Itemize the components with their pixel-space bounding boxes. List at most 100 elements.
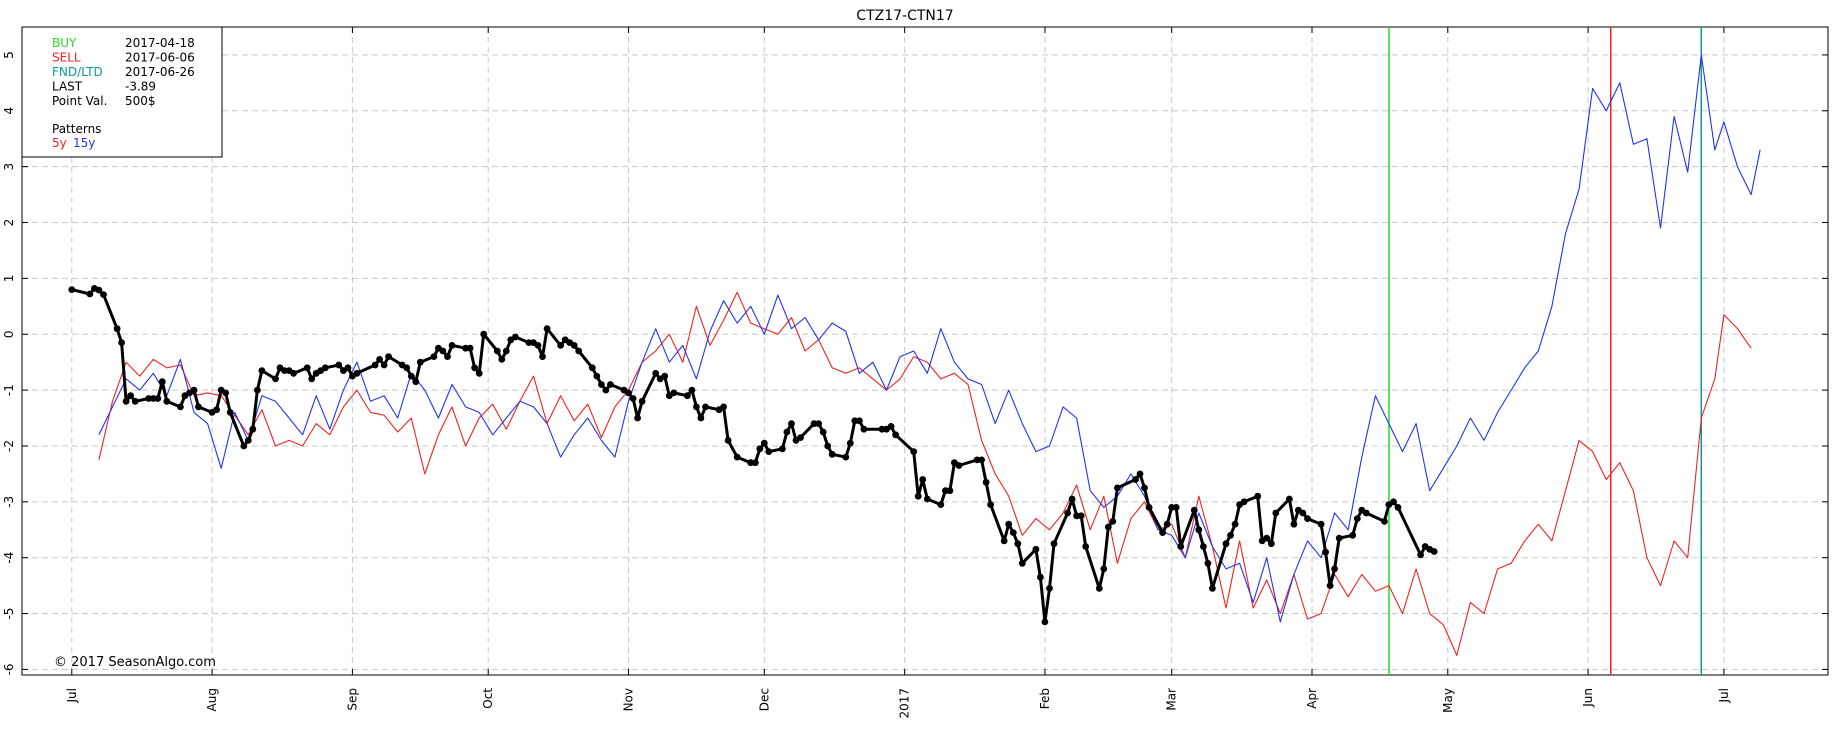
data-point — [1077, 512, 1085, 520]
data-point — [471, 364, 478, 372]
data-point — [1018, 559, 1026, 567]
data-point — [724, 437, 732, 444]
data-point — [860, 425, 868, 433]
actual-markers — [68, 285, 1438, 626]
data-point — [955, 462, 963, 469]
data-point — [607, 381, 614, 388]
data-point — [353, 369, 361, 377]
data-point — [127, 392, 134, 400]
data-point — [946, 487, 954, 495]
chart-title: CTZ17-CTN17 — [856, 8, 953, 24]
data-point — [249, 425, 257, 433]
data-point — [661, 372, 669, 380]
y-tick-label: -6 — [2, 663, 16, 675]
x-tick-label: Jun — [1581, 688, 1595, 708]
y-tick-label: -4 — [2, 552, 16, 564]
data-point — [1163, 520, 1171, 528]
signal-lines — [1388, 27, 1703, 675]
data-point — [634, 414, 641, 422]
data-point — [982, 478, 990, 486]
data-point — [593, 372, 601, 380]
plot-area — [21, 26, 1829, 676]
data-point — [1222, 540, 1230, 548]
data-point — [1032, 545, 1040, 553]
y-tick-label: -3 — [2, 496, 16, 508]
data-point — [95, 286, 103, 294]
data-point — [1394, 504, 1402, 511]
data-point — [118, 339, 125, 346]
data-point — [1353, 515, 1361, 522]
x-tick-label: Mar — [1165, 688, 1179, 711]
data-point — [1136, 470, 1144, 478]
x-tick-label: Aug — [205, 688, 219, 711]
data-point — [625, 389, 632, 397]
data-point — [1267, 540, 1275, 548]
data-point — [240, 442, 248, 450]
data-point — [502, 347, 510, 355]
data-point — [765, 448, 773, 455]
legend-value: 2017-04-18 — [125, 36, 195, 50]
data-point — [416, 358, 424, 366]
data-point — [154, 395, 162, 402]
data-point — [195, 403, 202, 411]
data-point — [1290, 520, 1298, 528]
data-point — [1417, 551, 1424, 559]
y-tick-label: 4 — [2, 107, 16, 115]
data-point — [652, 369, 660, 377]
data-point — [588, 364, 596, 372]
data-point — [534, 342, 542, 349]
data-point — [987, 501, 994, 508]
data-point — [1132, 476, 1139, 483]
data-point — [720, 403, 727, 411]
data-point — [1240, 498, 1248, 506]
x-tick-label: Dec — [757, 688, 771, 711]
data-point — [303, 364, 311, 372]
data-point — [466, 344, 474, 352]
x-tick-label: Jul — [65, 688, 79, 703]
data-point — [842, 453, 850, 461]
data-point — [1317, 520, 1325, 528]
data-point — [1331, 565, 1338, 573]
data-point — [213, 406, 221, 414]
data-point — [290, 369, 297, 377]
data-point — [1159, 529, 1166, 536]
data-point — [892, 431, 899, 439]
data-point — [226, 409, 234, 416]
data-point — [1381, 518, 1388, 525]
data-point — [68, 286, 76, 293]
data-point — [760, 439, 768, 447]
data-point — [403, 364, 411, 372]
y-tick-label: -5 — [2, 608, 16, 620]
data-point — [684, 392, 691, 400]
y-tick-label: -1 — [2, 384, 16, 396]
data-point — [1046, 585, 1053, 592]
data-point — [1141, 484, 1148, 492]
data-point — [380, 361, 388, 369]
data-point — [1172, 504, 1180, 511]
data-point — [1227, 531, 1234, 539]
data-point — [629, 395, 637, 402]
data-point — [670, 389, 678, 397]
y-tick-label: 3 — [2, 163, 16, 171]
data-point — [1231, 520, 1239, 528]
legend-frame — [21, 26, 223, 158]
series-line-actual — [71, 286, 1435, 624]
data-point — [512, 333, 519, 341]
data-point — [688, 386, 696, 394]
data-point — [856, 417, 863, 425]
data-point — [914, 492, 922, 500]
data-point — [887, 423, 895, 430]
data-point — [1286, 495, 1293, 503]
data-point — [439, 347, 447, 355]
data-point — [480, 330, 488, 338]
data-point — [733, 453, 741, 461]
data-point — [475, 369, 483, 377]
x-tick-label: Jul — [1717, 688, 1731, 703]
data-point — [1304, 515, 1311, 522]
axes: 5 4 3 2 1 0 -1 -2 -3 -4 -5 -6 Jul Aug Sep Oct Nov Dec 2017… — [2, 27, 1828, 719]
data-point — [1335, 534, 1343, 542]
data-point — [1005, 520, 1013, 528]
data-point — [598, 381, 605, 388]
y-tick-label: 1 — [2, 275, 16, 283]
